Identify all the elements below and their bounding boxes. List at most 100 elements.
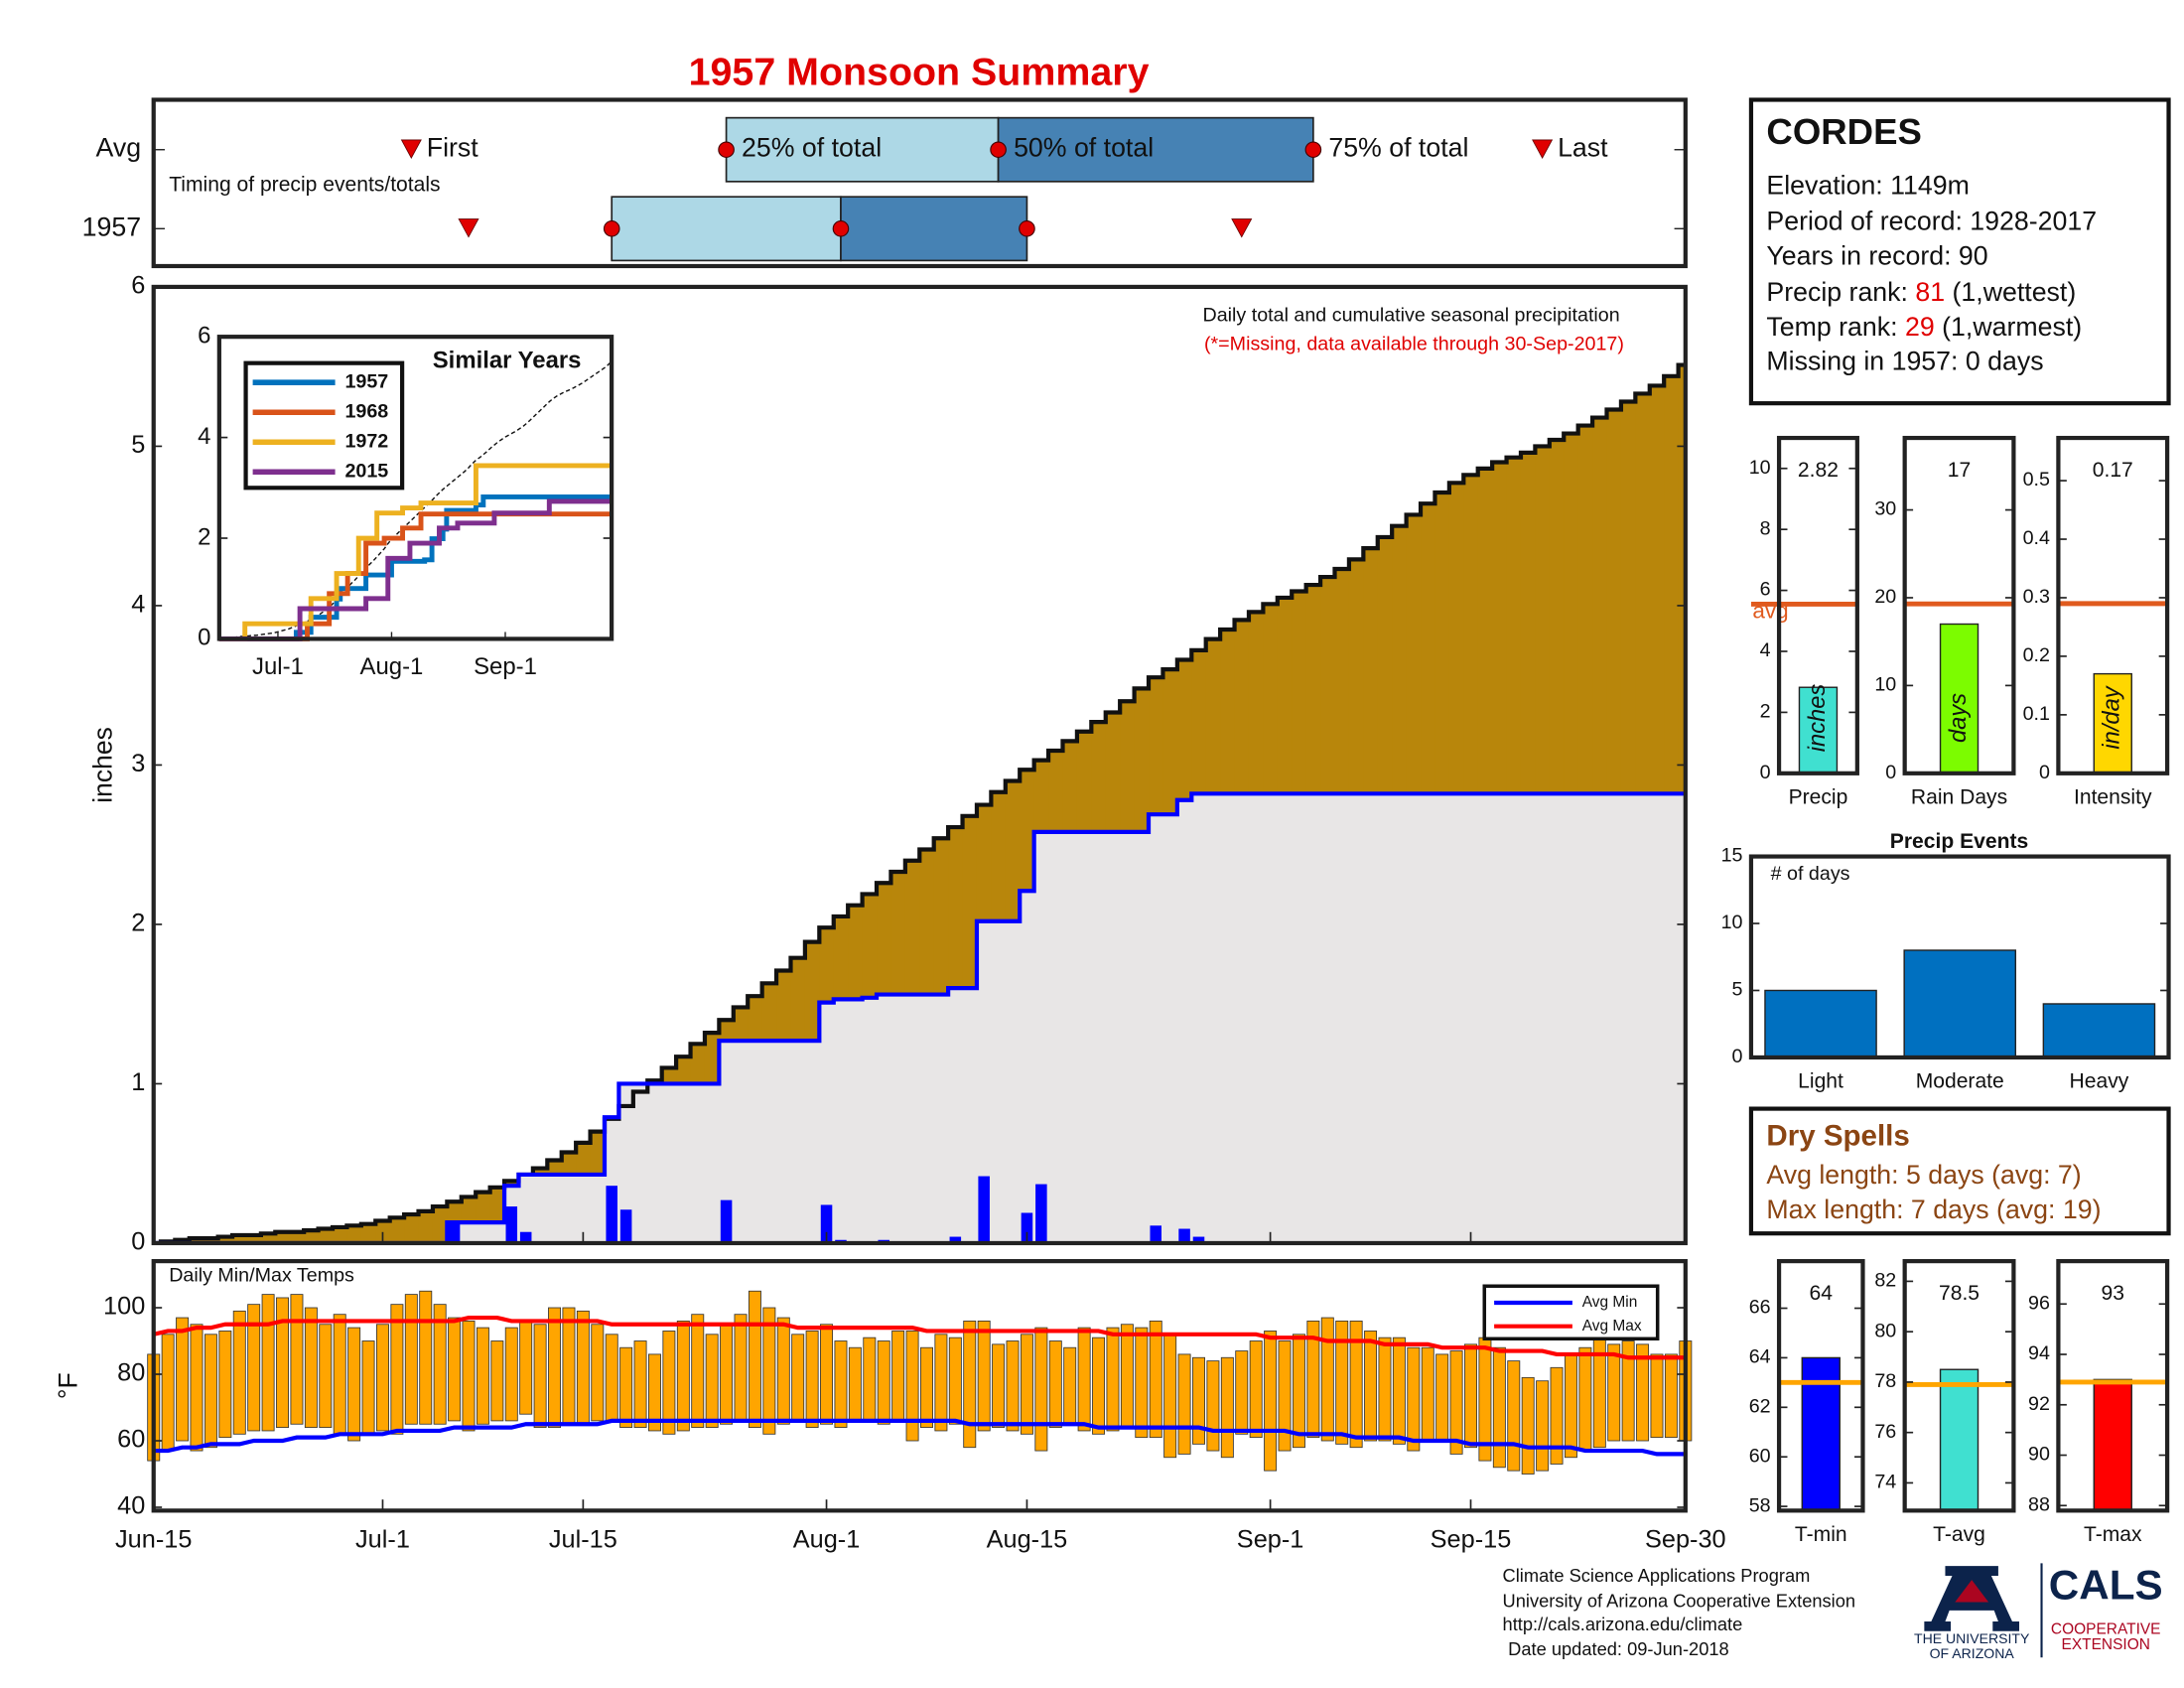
- y-tick-label: 0: [131, 1228, 145, 1256]
- avg-cumulative-bar: [360, 1223, 376, 1243]
- avg-cumulative-bar: [346, 1225, 362, 1243]
- temp-range-bar: [1278, 1340, 1292, 1452]
- y-tick-label: 0: [1732, 1046, 1743, 1067]
- daily-bar: [978, 1176, 990, 1243]
- value-label: 2.82: [1798, 459, 1839, 482]
- cumulative-fill: [1448, 793, 1464, 1243]
- station-frame: [1748, 97, 2171, 406]
- temp-range-bar: [1220, 1356, 1234, 1459]
- cumulative-fill: [890, 994, 906, 1243]
- axes-frame: [2056, 1259, 2170, 1513]
- daily-bar: [720, 1199, 733, 1243]
- y-tick-label: 2: [131, 910, 145, 937]
- temp-range-bar: [1306, 1320, 1320, 1439]
- marker-label: 75% of total: [1328, 133, 1468, 163]
- y-tick-label: 3: [131, 750, 145, 777]
- y-tick-label: 0.5: [2023, 469, 2050, 491]
- total-marker: [1304, 141, 1322, 158]
- temp-range-bar: [290, 1294, 304, 1425]
- daily-bar: [519, 1231, 532, 1243]
- annotation-title: Daily total and cumulative seasonal prec…: [1203, 304, 1620, 326]
- cumulative-fill: [1191, 793, 1207, 1243]
- cumulative-fill: [476, 1222, 491, 1243]
- ua-logo-inner: [1955, 1580, 1989, 1603]
- avg-label: avg: [1752, 599, 1788, 624]
- chart-title: Daily Min/Max Temps: [169, 1265, 354, 1287]
- cumulative-fill: [877, 994, 891, 1243]
- cumulative-fill: [518, 1174, 534, 1243]
- legend-label: 2015: [344, 460, 388, 482]
- temp-range-bar: [720, 1324, 734, 1425]
- temp-range-bar: [504, 1327, 518, 1422]
- footer-line: http://cals.arizona.edu/climate: [1503, 1615, 1743, 1634]
- cumulative-fill: [1105, 831, 1121, 1243]
- daily-bar: [1178, 1228, 1190, 1243]
- bar: [1764, 989, 1877, 1058]
- cumulative-fill: [561, 1174, 577, 1243]
- value-label: 93: [2102, 1282, 2124, 1305]
- category-label: Precip: [1789, 786, 1848, 809]
- cumulative-fill: [576, 1174, 592, 1243]
- cumulative-fill: [1292, 793, 1307, 1243]
- y-tick-label: 6: [1760, 579, 1771, 601]
- value-label: 17: [1948, 459, 1971, 482]
- daily-bar: [1150, 1225, 1162, 1243]
- daily-bar: [505, 1206, 518, 1243]
- cumulative-fill: [1564, 793, 1579, 1243]
- rank-note: (1,warmest): [1942, 312, 2082, 342]
- temp-range-bar: [261, 1294, 275, 1432]
- logos: THE UNIVERSITY OF ARIZONA CALS COOPERATI…: [1914, 1562, 2163, 1661]
- station-line: Period of record: 1928-2017: [1766, 207, 2097, 236]
- daily-bar: [820, 1204, 833, 1243]
- temp-range-bar: [304, 1307, 318, 1429]
- logo-text: OF ARIZONA: [1930, 1645, 2015, 1661]
- temp-range-bar: [1349, 1320, 1363, 1449]
- chart-title: Precip Events: [1890, 830, 2028, 853]
- avg-cumulative-bar: [275, 1231, 291, 1243]
- cumulative-fill: [1434, 793, 1450, 1243]
- event-marker: [400, 139, 422, 159]
- temp-range-bar: [948, 1336, 962, 1425]
- cumulative-fill: [1220, 793, 1236, 1243]
- temp-range-bar: [1364, 1331, 1378, 1442]
- value-label: 64: [1810, 1282, 1834, 1305]
- y-axis-label: # of days: [1771, 863, 1850, 885]
- temp-range-bar: [1407, 1346, 1421, 1452]
- avg-cumulative-bar: [432, 1206, 448, 1243]
- temp-range-bar: [1163, 1334, 1177, 1459]
- axes-frame: [1748, 854, 2171, 1060]
- temp-range-bar: [404, 1294, 418, 1425]
- temp-range-bar: [1249, 1340, 1263, 1439]
- event-marker: [458, 218, 479, 238]
- temp-range-bar: [1578, 1346, 1592, 1452]
- temp-range-bar: [276, 1297, 290, 1429]
- cumulative-fill: [833, 999, 849, 1243]
- temp-range-bar: [1149, 1320, 1162, 1439]
- event-marker: [1231, 218, 1253, 238]
- cumulative-fill: [1649, 793, 1665, 1243]
- cumulative-fill: [733, 1041, 749, 1243]
- cumulative-fill: [1248, 793, 1264, 1243]
- station-line: Elevation: 1149m: [1766, 171, 1969, 201]
- cumulative-fill: [1463, 793, 1479, 1243]
- x-tick-label: Aug-15: [987, 1526, 1068, 1554]
- y-tick-label: 80: [1874, 1320, 1896, 1341]
- annotation-subtitle: (*=Missing, data available through 30-Se…: [1204, 334, 1624, 355]
- y-tick-label: 10: [1874, 674, 1896, 696]
- x-tick-label: Sep-30: [1645, 1526, 1726, 1554]
- rank-label: Temp rank:: [1766, 312, 1897, 342]
- temp-range-bar: [419, 1290, 433, 1425]
- temp-range-bar: [176, 1317, 190, 1442]
- cumulative-fill: [1205, 793, 1221, 1243]
- cumulative-fill: [948, 988, 964, 1243]
- temp-range-bar: [1264, 1331, 1278, 1472]
- cumulative-fill: [1664, 793, 1680, 1243]
- y-tick-label: 4: [1760, 639, 1771, 661]
- row-label: Avg: [96, 133, 142, 163]
- temp-range-bar: [1607, 1343, 1621, 1442]
- category-label: Rain Days: [1911, 786, 2007, 809]
- temp-range-bar: [934, 1334, 948, 1432]
- avg-outline: [153, 362, 1686, 1243]
- total-marker: [603, 220, 620, 237]
- y-tick-label: 78: [1874, 1370, 1896, 1392]
